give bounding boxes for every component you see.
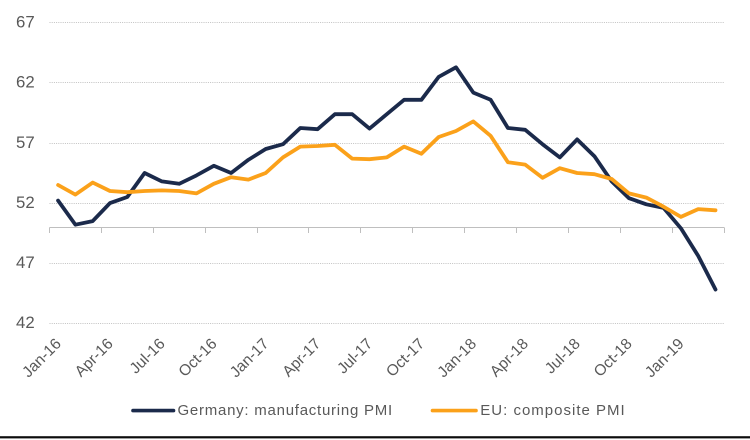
svg-text:Jul-16: Jul-16 bbox=[127, 336, 169, 378]
svg-text:Jan-16: Jan-16 bbox=[19, 336, 65, 382]
svg-text:Apr-18: Apr-18 bbox=[487, 336, 532, 381]
svg-text:Jan-17: Jan-17 bbox=[227, 336, 273, 382]
svg-text:EU: composite PMI: EU: composite PMI bbox=[480, 402, 625, 419]
svg-text:Oct-18: Oct-18 bbox=[591, 336, 636, 381]
svg-text:Jan-19: Jan-19 bbox=[642, 336, 688, 382]
svg-text:Apr-16: Apr-16 bbox=[72, 336, 117, 381]
svg-text:57: 57 bbox=[16, 133, 35, 152]
svg-text:Oct-16: Oct-16 bbox=[176, 336, 221, 381]
svg-text:62: 62 bbox=[16, 73, 35, 92]
svg-text:Germany: manufacturing PMI: Germany: manufacturing PMI bbox=[178, 402, 393, 419]
svg-text:47: 47 bbox=[16, 253, 35, 272]
svg-text:67: 67 bbox=[16, 13, 35, 32]
svg-text:Jan-18: Jan-18 bbox=[434, 336, 480, 382]
svg-text:Oct-17: Oct-17 bbox=[383, 336, 428, 381]
svg-text:Jul-17: Jul-17 bbox=[334, 336, 376, 378]
svg-text:Jul-18: Jul-18 bbox=[542, 336, 584, 378]
svg-text:52: 52 bbox=[16, 193, 35, 212]
svg-text:42: 42 bbox=[16, 313, 35, 332]
svg-text:Apr-17: Apr-17 bbox=[279, 336, 324, 381]
